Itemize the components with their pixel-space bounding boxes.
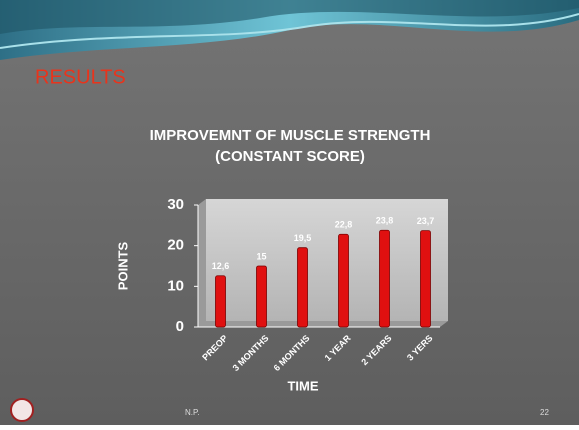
y-tick-label: 30 (167, 196, 184, 213)
value-label: 19,5 (294, 233, 312, 243)
y-tick-label: 0 (176, 318, 184, 335)
plot-area (206, 199, 448, 321)
bar (215, 275, 226, 328)
slide-heading: RESULTS (35, 66, 126, 88)
y-axis-label: POINTS (115, 241, 130, 290)
bar (379, 229, 390, 328)
value-label: 12,6 (212, 261, 230, 271)
x-axis-label: TIME (287, 378, 318, 393)
page-number: 22 (540, 408, 549, 417)
value-label: 15 (256, 251, 266, 261)
footer: N.P. (185, 408, 200, 417)
value-label: 22,8 (335, 220, 353, 230)
wave-line (0, 13, 579, 49)
bar (297, 247, 308, 328)
value-label: 23,8 (376, 216, 394, 226)
y-tick-label: 20 (167, 237, 184, 254)
bar (256, 265, 267, 328)
chart-subtitle: (CONSTANT SCORE) (215, 148, 365, 165)
bar (420, 230, 431, 328)
wave-shade (0, 0, 579, 34)
bar (338, 233, 349, 328)
value-label: 23,7 (417, 216, 435, 226)
logo (10, 398, 34, 422)
y-tick-label: 10 (167, 277, 184, 294)
chart-title: IMPROVEMNT OF MUSCLE STRENGTH (150, 127, 431, 144)
